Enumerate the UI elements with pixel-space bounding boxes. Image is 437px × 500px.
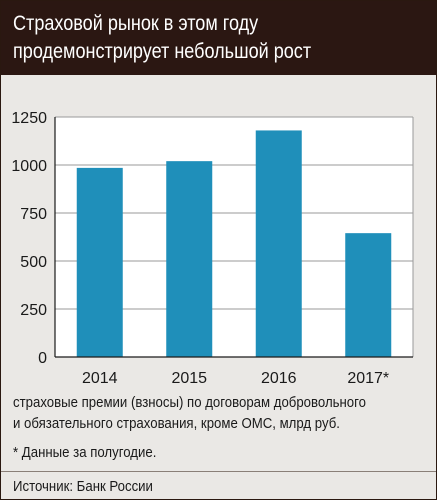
- title-line-2: продемонстрирует небольшой рост: [13, 40, 312, 63]
- y-tick-label-1250: 1250: [11, 110, 47, 127]
- y-tick-label-0: 0: [38, 350, 47, 367]
- source-divider: [1, 471, 436, 472]
- x-tick-label-2016: 2016: [261, 370, 297, 385]
- bar-2017*: [345, 233, 392, 357]
- footnote: * Данные за полугодие.: [13, 444, 157, 461]
- bar-2014: [76, 167, 123, 357]
- y-tick-label-500: 500: [20, 254, 47, 271]
- x-tick-label-2017*: 2017*: [347, 370, 389, 385]
- y-tick-label-1000: 1000: [11, 158, 47, 175]
- title-line-1: Страховой рынок в этом году: [13, 12, 259, 35]
- y-tick-label-750: 750: [20, 206, 47, 223]
- caption-line-2: и обязательного страхования, кроме ОМС, …: [13, 415, 340, 432]
- bar-2016: [255, 130, 302, 357]
- title-banner: Страховой рынок в этом году продемонстри…: [1, 1, 436, 75]
- bar-2015: [166, 161, 213, 357]
- source-note: Источник: Банк России: [13, 478, 153, 495]
- caption-line-1: страховые премии (взносы) по договорам д…: [13, 394, 367, 411]
- y-tick-label-250: 250: [20, 302, 47, 319]
- x-tick-label-2014: 2014: [82, 370, 118, 385]
- x-tick-label-2015: 2015: [171, 370, 207, 385]
- bar-chart: 0 250 500 750 1000 1250 2014 2015 2016 2017*: [11, 110, 414, 385]
